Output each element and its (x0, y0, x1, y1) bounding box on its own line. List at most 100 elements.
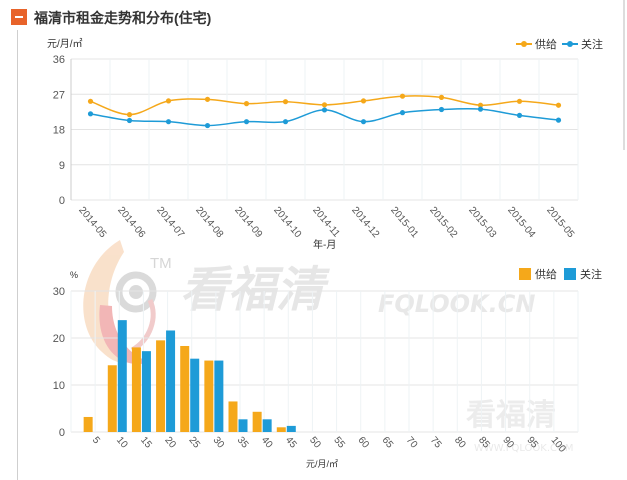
watermark-tm: TM (150, 255, 172, 272)
bar-supply (276, 427, 286, 432)
section-header: 福清市租金走势和分布(住宅) (0, 0, 627, 36)
line-x-tick-label: 2014-11 (310, 205, 342, 240)
bar-attention (262, 419, 272, 432)
bar-x-tick-label: 80 (452, 435, 468, 451)
line-point (165, 119, 172, 125)
collapse-button[interactable] (11, 9, 27, 25)
bar-supply (156, 340, 166, 432)
bar-legend-item-supply[interactable]: 供给 (519, 267, 557, 281)
line-y-tick-label: 18 (53, 125, 65, 137)
bar-supply (180, 345, 190, 432)
line-point (555, 117, 562, 123)
bar-supply (252, 411, 262, 432)
bar-x-tick-label: 60 (355, 435, 371, 451)
line-point (516, 112, 523, 118)
line-point (243, 119, 250, 125)
bar-legend-item-attention[interactable]: 关注 (564, 267, 602, 281)
bar-legend-label-attention: 关注 (580, 267, 602, 281)
line-point (126, 112, 133, 118)
line-point (516, 98, 523, 104)
page-title: 福清市租金走势和分布(住宅) (34, 10, 212, 26)
bar-attention (166, 330, 176, 432)
line-point (204, 96, 211, 102)
bar-supply (228, 401, 238, 432)
watermark-corner-cn: 看福清 (466, 398, 556, 433)
line-point (477, 106, 484, 112)
line-point (438, 94, 445, 100)
rent-trend-chart: 元/月/㎡ 年-月 0 9 18 27 36 2014-05 2014-06 2014-07… (47, 37, 603, 251)
left-divider (17, 30, 18, 480)
right-scrollbar[interactable] (623, 0, 625, 150)
watermark-brand-en: FQLOOK.CN (378, 290, 535, 318)
line-point (282, 119, 289, 125)
bar-attention (190, 358, 200, 432)
line-point (399, 93, 406, 99)
bar-y-tick-label: 0 (59, 427, 65, 439)
bar-y-tick-label: 30 (53, 286, 65, 298)
line-x-tick-label: 2014-12 (349, 205, 381, 241)
bar-supply (107, 365, 117, 432)
bar-x-tick-label: 75 (428, 435, 444, 451)
bar-supply (83, 416, 93, 432)
bar-attention (286, 425, 296, 432)
line-point (165, 98, 172, 104)
line-x-tick-label: 2014-09 (232, 205, 264, 241)
bar-attention (238, 419, 248, 432)
bar-x-tick-label: 65 (380, 435, 396, 451)
bar-y-tick-label: 20 (53, 333, 65, 345)
line-point (555, 102, 562, 108)
line-x-tick-label: 2015-02 (427, 205, 459, 241)
line-y-tick-label: 9 (59, 160, 65, 172)
bar-legend: 供给 关注 (519, 267, 602, 281)
legend-label-supply: 供给 (535, 37, 557, 51)
line-point (438, 106, 445, 113)
bar-x-tick-label: 40 (259, 435, 275, 451)
line-x-tick-label: 2014-08 (193, 205, 225, 241)
line-point (282, 99, 289, 105)
bar-supply (131, 347, 141, 432)
line-x-tick-label: 2015-03 (466, 205, 498, 241)
line-x-tick-label: 2014-07 (154, 205, 186, 241)
bar-x-tick-label: 35 (235, 435, 251, 451)
line-point (321, 102, 328, 108)
line-x-tick-label: 2014-10 (271, 205, 303, 241)
line-x-tick-label: 2014-06 (115, 205, 147, 241)
legend-item-supply[interactable]: 供给 (516, 37, 557, 51)
bar-x-tick-label: 50 (307, 435, 323, 451)
bar-legend-label-supply: 供给 (535, 267, 557, 281)
bar-attention (141, 351, 151, 432)
line-legend: 供给 关注 (516, 37, 603, 51)
bar-x-tick-label: 10 (114, 435, 130, 451)
bar-attention (117, 320, 127, 432)
bar-x-tick-label: 5 (90, 435, 102, 447)
line-y-tick-label: 36 (53, 54, 65, 66)
bar-y-axis-label: % (70, 270, 78, 280)
line-point (477, 102, 484, 108)
line-x-tick-label: 2015-01 (388, 205, 420, 241)
bar-x-tick-label: 45 (283, 435, 299, 451)
bar-x-tick-label: 55 (331, 435, 347, 451)
bar-x-tick-label: 25 (186, 435, 202, 451)
bar-attention (214, 360, 224, 432)
line-y-tick-label: 0 (59, 195, 65, 207)
bar-x-tick-label: 15 (138, 435, 154, 451)
line-x-tick-label: 2014-05 (76, 205, 108, 241)
bar-x-tick-label: 30 (211, 435, 227, 451)
bar-x-tick-label: 70 (404, 435, 420, 451)
bar-x-axis-label: 元/月/㎡ (306, 459, 338, 469)
line-x-tick-label: 2015-05 (544, 205, 576, 241)
legend-item-attention[interactable]: 关注 (562, 37, 603, 51)
watermark-brand-cn: 看福清 (180, 262, 330, 318)
line-x-axis-label: 年-月 (313, 238, 336, 251)
line-y-axis-label: 元/月/㎡ (47, 38, 83, 50)
line-point (126, 117, 133, 124)
line-point (87, 98, 94, 104)
bar-y-tick-label: 10 (53, 380, 65, 392)
line-point (204, 122, 211, 129)
line-x-tick-label: 2015-04 (505, 205, 537, 241)
legend-label-attention: 关注 (581, 37, 603, 51)
bar-supply (204, 360, 214, 432)
line-point (399, 110, 406, 116)
line-point (243, 101, 250, 107)
